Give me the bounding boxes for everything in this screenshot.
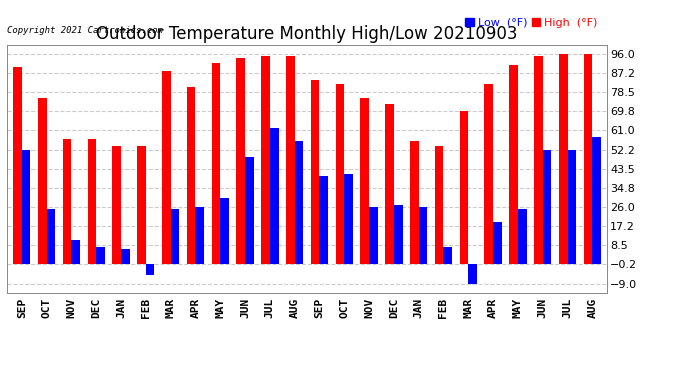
Bar <box>212 63 220 264</box>
Bar <box>245 157 254 264</box>
Bar <box>360 98 369 264</box>
Bar <box>286 56 295 264</box>
Bar <box>559 54 567 264</box>
Text: Copyright 2021 Cartronics.com: Copyright 2021 Cartronics.com <box>7 26 163 35</box>
Bar <box>112 146 121 264</box>
Bar <box>310 80 319 264</box>
Bar <box>444 246 452 264</box>
Bar <box>195 207 204 264</box>
Bar <box>162 71 170 264</box>
Bar <box>567 150 576 264</box>
Bar <box>394 205 402 264</box>
Bar <box>187 87 195 264</box>
Bar <box>170 209 179 264</box>
Bar <box>419 207 427 264</box>
Bar <box>270 128 279 264</box>
Bar <box>385 104 394 264</box>
Bar <box>63 139 71 264</box>
Bar <box>460 111 469 264</box>
Bar <box>484 84 493 264</box>
Title: Outdoor Temperature Monthly High/Low 20210903: Outdoor Temperature Monthly High/Low 202… <box>97 26 518 44</box>
Bar <box>518 209 526 264</box>
Bar <box>435 146 444 264</box>
Bar <box>369 207 377 264</box>
Bar <box>121 249 130 264</box>
Bar <box>146 264 155 275</box>
Bar <box>47 209 55 264</box>
Bar <box>22 150 30 264</box>
Bar <box>410 141 419 264</box>
Bar <box>584 54 592 264</box>
Bar <box>237 58 245 264</box>
Bar <box>71 240 80 264</box>
Bar <box>509 65 518 264</box>
Bar <box>592 137 601 264</box>
Bar <box>534 56 543 264</box>
Bar <box>13 67 22 264</box>
Bar <box>38 98 47 264</box>
Bar <box>88 139 96 264</box>
Bar <box>344 174 353 264</box>
Bar <box>261 56 270 264</box>
Bar <box>493 222 502 264</box>
Bar <box>469 264 477 284</box>
Legend: Low  (°F), High  (°F): Low (°F), High (°F) <box>461 13 602 32</box>
Bar <box>295 141 304 264</box>
Bar <box>319 176 328 264</box>
Bar <box>220 198 229 264</box>
Bar <box>543 150 551 264</box>
Bar <box>96 246 105 264</box>
Bar <box>137 146 146 264</box>
Bar <box>335 84 344 264</box>
